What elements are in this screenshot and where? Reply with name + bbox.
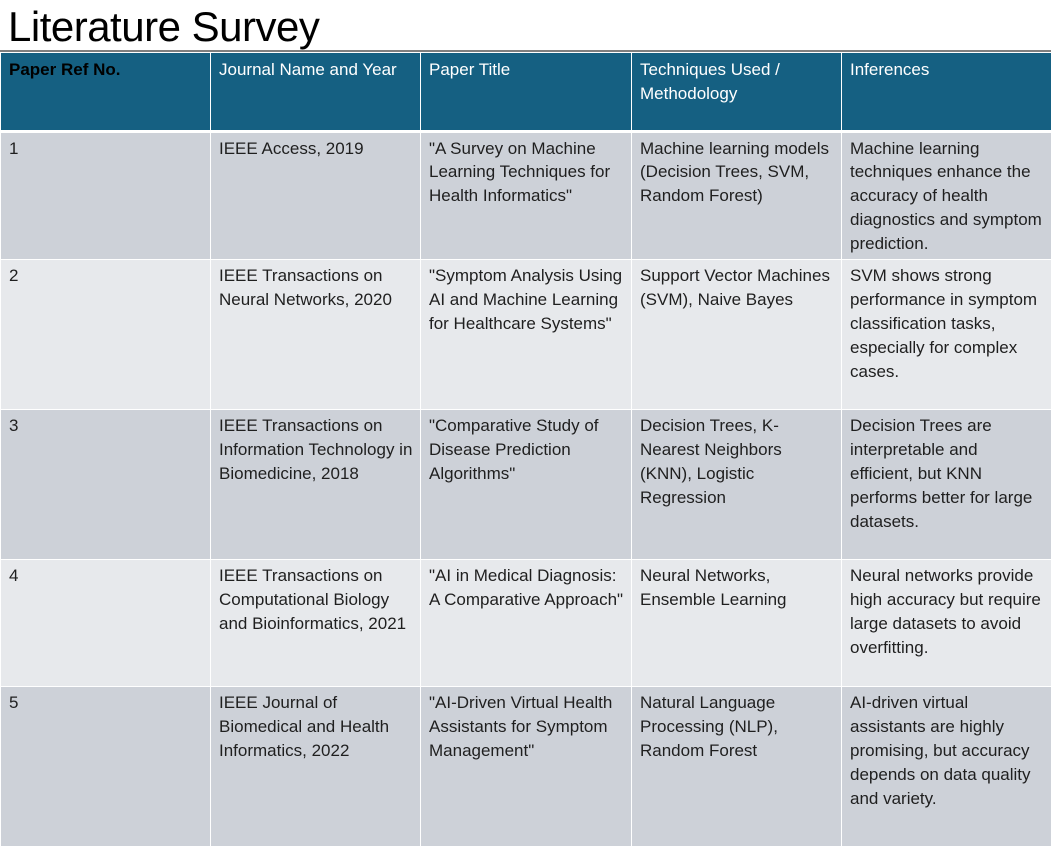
header-journal: Journal Name and Year: [211, 53, 421, 131]
cell-title: "Comparative Study of Disease Prediction…: [421, 410, 632, 560]
cell-techniques: Decision Trees, K-Nearest Neighbors (KNN…: [632, 410, 842, 560]
cell-journal: IEEE Access, 2019: [211, 131, 421, 260]
header-techniques: Techniques Used / Methodology: [632, 53, 842, 131]
cell-journal: IEEE Transactions on Information Technol…: [211, 410, 421, 560]
header-inferences: Inferences: [842, 53, 1051, 131]
cell-ref: 5: [1, 687, 211, 847]
table-row: 5 IEEE Journal of Biomedical and Health …: [1, 687, 1051, 847]
literature-survey-table: Paper Ref No. Journal Name and Year Pape…: [0, 53, 1051, 847]
cell-techniques: Neural Networks, Ensemble Learning: [632, 560, 842, 687]
header-paper-title: Paper Title: [421, 53, 632, 131]
cell-ref: 3: [1, 410, 211, 560]
cell-title: "A Survey on Machine Learning Techniques…: [421, 131, 632, 260]
cell-ref: 2: [1, 260, 211, 410]
table-row: 4 IEEE Transactions on Computational Bio…: [1, 560, 1051, 687]
cell-journal: IEEE Journal of Biomedical and Health In…: [211, 687, 421, 847]
table-row: 2 IEEE Transactions on Neural Networks, …: [1, 260, 1051, 410]
cell-ref: 4: [1, 560, 211, 687]
cell-inferences: Decision Trees are interpretable and eff…: [842, 410, 1051, 560]
cell-title: "AI-Driven Virtual Health Assistants for…: [421, 687, 632, 847]
header-paper-ref: Paper Ref No.: [1, 53, 211, 131]
table-row: 1 IEEE Access, 2019 "A Survey on Machine…: [1, 131, 1051, 260]
cell-journal: IEEE Transactions on Neural Networks, 20…: [211, 260, 421, 410]
cell-inferences: SVM shows strong performance in symptom …: [842, 260, 1051, 410]
cell-inferences: Machine learning techniques enhance the …: [842, 131, 1051, 260]
cell-title: "AI in Medical Diagnosis: A Comparative …: [421, 560, 632, 687]
cell-inferences: Neural networks provide high accuracy bu…: [842, 560, 1051, 687]
cell-title: "Symptom Analysis Using AI and Machine L…: [421, 260, 632, 410]
table-row: 3 IEEE Transactions on Information Techn…: [1, 410, 1051, 560]
title-divider: [0, 50, 1051, 52]
cell-techniques: Support Vector Machines (SVM), Naive Bay…: [632, 260, 842, 410]
slide-title: Literature Survey: [8, 3, 319, 51]
cell-inferences: AI-driven virtual assistants are highly …: [842, 687, 1051, 847]
table-header-row: Paper Ref No. Journal Name and Year Pape…: [1, 53, 1051, 131]
cell-journal: IEEE Transactions on Computational Biolo…: [211, 560, 421, 687]
cell-techniques: Machine learning models (Decision Trees,…: [632, 131, 842, 260]
cell-ref: 1: [1, 131, 211, 260]
cell-techniques: Natural Language Processing (NLP), Rando…: [632, 687, 842, 847]
